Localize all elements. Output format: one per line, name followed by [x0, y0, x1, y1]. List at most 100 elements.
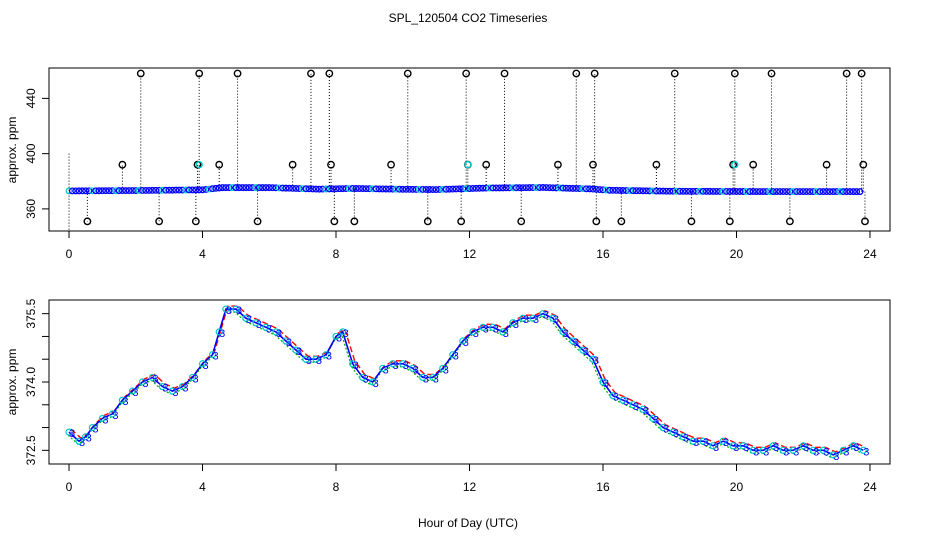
series-point-label: 3: [493, 323, 499, 335]
baseline-point: [412, 185, 420, 193]
baseline-point: [626, 187, 634, 195]
baseline-point: [98, 187, 106, 195]
baseline-point: [449, 185, 457, 193]
series-point-label: 3: [276, 328, 282, 340]
baseline-point: [733, 188, 740, 195]
baseline-point: [292, 184, 300, 192]
top-spike-lines: [68, 73, 866, 236]
baseline-point: [489, 184, 497, 192]
series-point: [679, 433, 687, 441]
bottom-x-tick-label: 20: [730, 480, 744, 494]
baseline-point: [349, 185, 357, 192]
series-point: [639, 405, 647, 413]
spike-marker-low-0: [83, 217, 92, 226]
series-point: [659, 423, 667, 432]
series-point: [519, 314, 527, 322]
baseline-point: [179, 186, 186, 194]
series-point-label: 3: [713, 442, 719, 454]
baseline-point: [312, 185, 320, 193]
baseline-point: [843, 188, 851, 196]
series-point-label: 3: [326, 351, 332, 363]
baseline-point: [232, 184, 240, 192]
baseline-point: [426, 186, 433, 193]
baseline-point: [335, 185, 343, 193]
series-point-label: 3: [212, 351, 218, 363]
series-point-label: 3: [573, 337, 579, 349]
series-point-label: 3: [513, 319, 519, 331]
series-point: [312, 355, 320, 363]
baseline-point: [546, 184, 554, 192]
series-point-label: 3: [733, 442, 739, 454]
baseline-point: [529, 184, 537, 192]
series-point-label: 3: [162, 383, 168, 395]
baseline-point: [846, 188, 854, 196]
spike-marker-low-3: [253, 217, 262, 226]
baseline-point: [492, 184, 500, 192]
spike-marker-low-1: [155, 217, 164, 226]
bottom-x-tick-label: 16: [596, 480, 610, 494]
top-x-tick-label: 12: [463, 247, 477, 261]
series-point: [292, 346, 300, 354]
series-point-label: 3: [192, 373, 198, 385]
baseline-point: [509, 184, 517, 192]
top-x-tick-label: 20: [730, 247, 744, 261]
baseline-point: [662, 187, 670, 195]
baseline-point: [372, 185, 380, 193]
series-point-label: 3: [793, 446, 799, 458]
baseline-point: [309, 185, 317, 193]
series-point-label: 3: [523, 314, 529, 326]
baseline-point: [476, 184, 483, 192]
baseline-point: [666, 187, 674, 195]
baseline-point: [102, 187, 110, 195]
baseline-point: [773, 188, 780, 195]
series-point-label: 3: [69, 428, 75, 440]
top-y-tick-label: 400: [24, 143, 38, 163]
series-point: [322, 351, 330, 359]
series-point: [389, 360, 397, 368]
baseline-point: [189, 186, 196, 194]
top-x-tick-label: 16: [596, 247, 610, 261]
baseline-point: [549, 184, 557, 192]
series-point: [232, 305, 240, 313]
spike-marker-mid-10: [652, 160, 661, 169]
baseline-point: [415, 185, 423, 193]
series-point-label: 3: [703, 437, 709, 449]
baseline-point: [118, 187, 126, 195]
series-point-label: 3: [563, 328, 569, 340]
baseline-point: [82, 187, 90, 195]
top-x-axis: 0 4 8 12 16 20 24: [66, 231, 877, 261]
baseline-point: [692, 187, 700, 195]
series-point: [819, 446, 827, 454]
series-point: [168, 387, 177, 395]
series-point: [349, 360, 357, 368]
baseline-point: [696, 187, 704, 195]
spike-marker-high-4: [325, 69, 334, 78]
series-point: [198, 360, 207, 368]
series-point-label: 3: [763, 446, 769, 458]
baseline-point: [442, 185, 450, 193]
baseline-point: [803, 188, 811, 196]
baseline-point: [679, 187, 687, 195]
bottom-y-axis: 372.5 374.0 375.5: [24, 298, 49, 465]
top-panel: approx. ppm 0 4 8 12 16 20 24 360 400 440: [5, 67, 891, 261]
baseline-point: [359, 185, 367, 193]
series-point-label: 3: [286, 337, 292, 349]
spike-marker-high-12: [767, 69, 776, 78]
series-point: [669, 428, 677, 436]
baseline-point: [215, 184, 223, 192]
baseline-point: [839, 188, 847, 196]
bottom-x-tick-label: 12: [463, 480, 477, 494]
top-x-tick-label: 4: [199, 247, 206, 261]
series-point-label: 3: [863, 446, 869, 458]
baseline-point: [65, 187, 73, 195]
series-point-label: 3: [316, 355, 322, 367]
baseline-point: [195, 186, 203, 194]
baseline-point: [95, 187, 103, 195]
series-point: [178, 382, 187, 391]
baseline-point: [275, 184, 283, 192]
baseline-point: [159, 186, 166, 194]
series-point: [609, 392, 617, 400]
baseline-point: [105, 187, 113, 195]
series-point: [215, 328, 223, 336]
series-point: [282, 337, 290, 345]
